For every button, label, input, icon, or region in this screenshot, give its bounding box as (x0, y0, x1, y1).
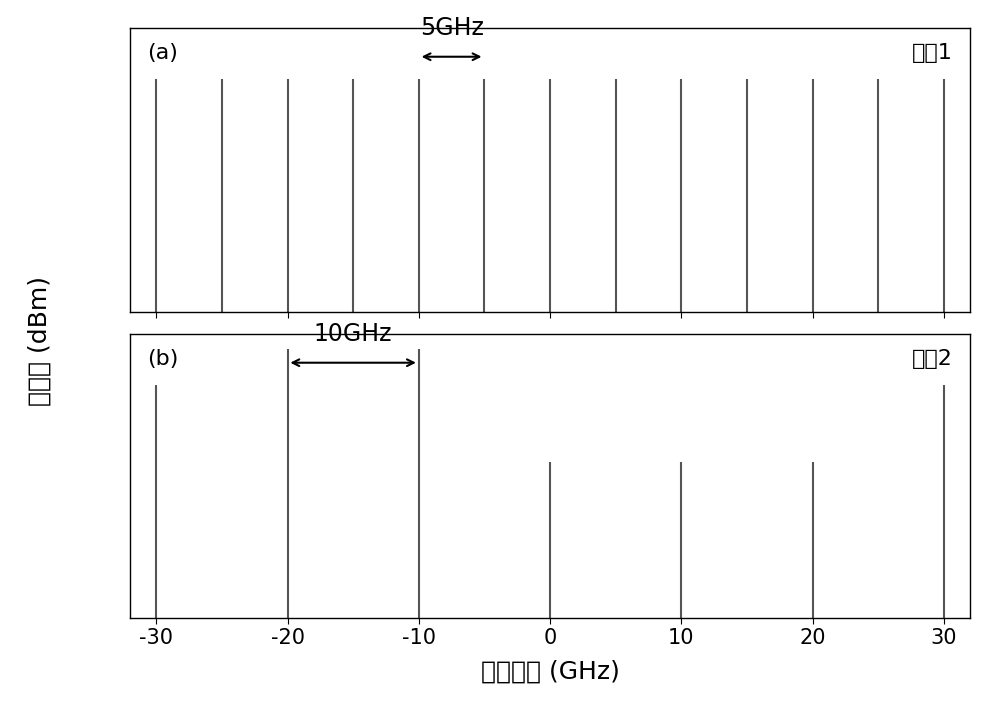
X-axis label: 偏移频率 (GHz): 偏移频率 (GHz) (481, 659, 619, 683)
Text: (a): (a) (147, 43, 178, 62)
Text: 5GHz: 5GHz (420, 16, 484, 40)
Text: 10GHz: 10GHz (314, 322, 392, 346)
Text: 输出2: 输出2 (912, 349, 953, 368)
Text: 光功率 (dBm): 光功率 (dBm) (28, 275, 52, 406)
Text: 输出1: 输出1 (912, 43, 953, 62)
Text: (b): (b) (147, 349, 178, 368)
